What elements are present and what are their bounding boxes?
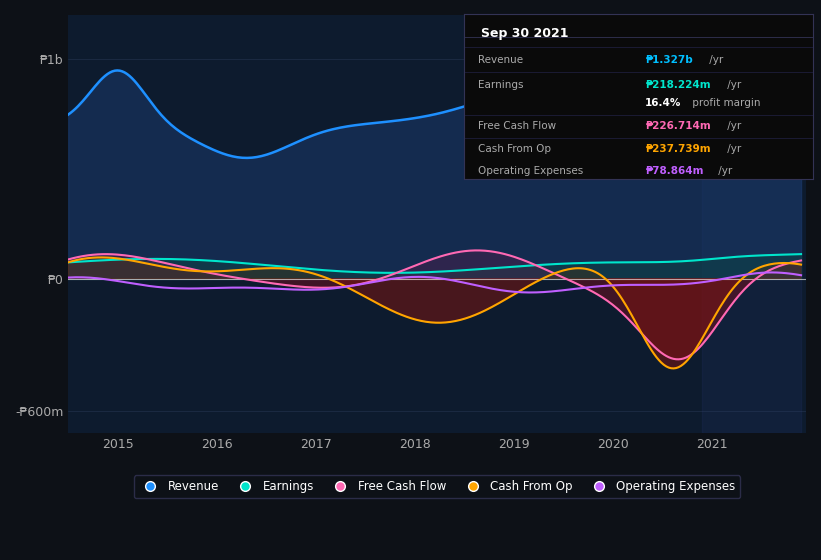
Text: Cash From Op: Cash From Op xyxy=(478,144,551,155)
Bar xyxy=(702,15,801,433)
Text: /yr: /yr xyxy=(715,166,732,176)
Text: Sep 30 2021: Sep 30 2021 xyxy=(481,27,569,40)
Text: /yr: /yr xyxy=(706,55,723,66)
Text: 16.4%: 16.4% xyxy=(645,98,681,108)
Text: /yr: /yr xyxy=(724,122,741,132)
Text: /yr: /yr xyxy=(724,144,741,155)
Text: Free Cash Flow: Free Cash Flow xyxy=(478,122,556,132)
Text: Revenue: Revenue xyxy=(478,55,523,66)
Text: ₱218.224m: ₱218.224m xyxy=(645,80,711,90)
Text: ₱1.327b: ₱1.327b xyxy=(645,55,693,66)
Text: ₱78.864m: ₱78.864m xyxy=(645,166,704,176)
Text: /yr: /yr xyxy=(724,80,741,90)
Text: ₱237.739m: ₱237.739m xyxy=(645,144,711,155)
Text: ₱226.714m: ₱226.714m xyxy=(645,122,711,132)
Text: profit margin: profit margin xyxy=(689,98,760,108)
Text: Earnings: Earnings xyxy=(478,80,523,90)
Legend: Revenue, Earnings, Free Cash Flow, Cash From Op, Operating Expenses: Revenue, Earnings, Free Cash Flow, Cash … xyxy=(134,475,741,498)
Text: Operating Expenses: Operating Expenses xyxy=(478,166,583,176)
